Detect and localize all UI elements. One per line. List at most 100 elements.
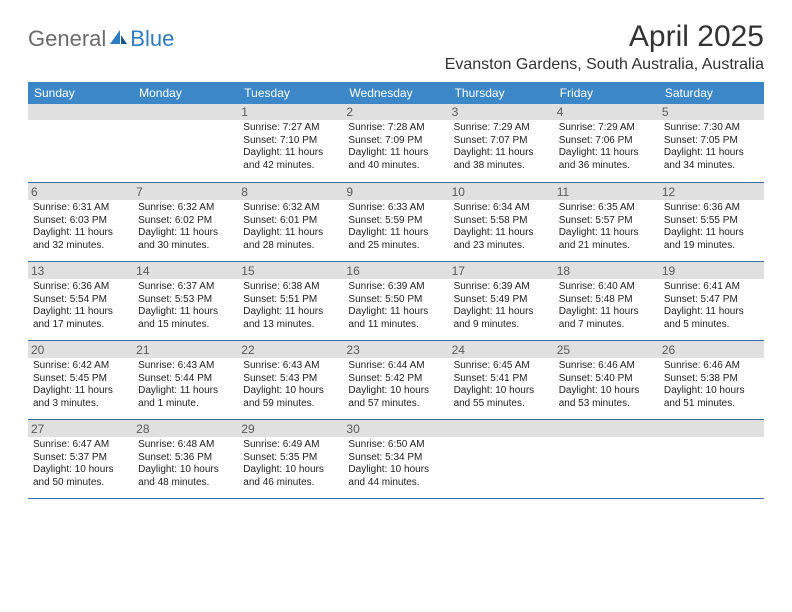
sunset-text: Sunset: 6:01 PM bbox=[243, 215, 338, 228]
sunset-text: Sunset: 5:58 PM bbox=[454, 215, 549, 228]
sunrise-text: Sunrise: 6:39 AM bbox=[454, 281, 549, 294]
daylight-text: Daylight: 10 hours and 57 minutes. bbox=[348, 385, 443, 410]
day-info: Sunrise: 6:33 AMSunset: 5:59 PMDaylight:… bbox=[348, 202, 443, 252]
day-number: 17 bbox=[449, 263, 554, 279]
day-info: Sunrise: 6:40 AMSunset: 5:48 PMDaylight:… bbox=[559, 281, 654, 331]
sunset-text: Sunset: 7:06 PM bbox=[559, 135, 654, 148]
day-number: 14 bbox=[133, 263, 238, 279]
day-cell: 3Sunrise: 7:29 AMSunset: 7:07 PMDaylight… bbox=[449, 104, 554, 182]
day-number: 29 bbox=[238, 421, 343, 437]
day-number: 16 bbox=[343, 263, 448, 279]
day-cell: 29Sunrise: 6:49 AMSunset: 5:35 PMDayligh… bbox=[238, 420, 343, 498]
day-cell: 1Sunrise: 7:27 AMSunset: 7:10 PMDaylight… bbox=[238, 104, 343, 182]
daylight-text: Daylight: 10 hours and 46 minutes. bbox=[243, 464, 338, 489]
sunrise-text: Sunrise: 6:35 AM bbox=[559, 202, 654, 215]
day-cell: 23Sunrise: 6:44 AMSunset: 5:42 PMDayligh… bbox=[343, 341, 448, 419]
daylight-text: Daylight: 11 hours and 34 minutes. bbox=[664, 147, 759, 172]
weeks-container: 1Sunrise: 7:27 AMSunset: 7:10 PMDaylight… bbox=[28, 104, 764, 499]
daylight-text: Daylight: 11 hours and 23 minutes. bbox=[454, 227, 549, 252]
sunrise-text: Sunrise: 6:37 AM bbox=[138, 281, 233, 294]
day-cell: 12Sunrise: 6:36 AMSunset: 5:55 PMDayligh… bbox=[659, 183, 764, 261]
sunset-text: Sunset: 7:09 PM bbox=[348, 135, 443, 148]
sunrise-text: Sunrise: 6:43 AM bbox=[243, 360, 338, 373]
day-number: 13 bbox=[28, 263, 133, 279]
day-cell bbox=[133, 104, 238, 182]
day-number: 3 bbox=[449, 104, 554, 120]
daylight-text: Daylight: 11 hours and 15 minutes. bbox=[138, 306, 233, 331]
day-cell bbox=[554, 420, 659, 498]
sunrise-text: Sunrise: 6:46 AM bbox=[559, 360, 654, 373]
sunrise-text: Sunrise: 6:32 AM bbox=[243, 202, 338, 215]
day-cell: 30Sunrise: 6:50 AMSunset: 5:34 PMDayligh… bbox=[343, 420, 448, 498]
day-header: Wednesday bbox=[343, 82, 448, 104]
day-info: Sunrise: 6:32 AMSunset: 6:01 PMDaylight:… bbox=[243, 202, 338, 252]
day-header: Monday bbox=[133, 82, 238, 104]
daylight-text: Daylight: 11 hours and 36 minutes. bbox=[559, 147, 654, 172]
header: General Blue April 2025 Evanston Gardens… bbox=[28, 20, 764, 74]
week-row: 13 Sunrise: 6:36 AMSunset: 5:54 PMDayligh… bbox=[28, 262, 764, 341]
day-number: 7 bbox=[133, 184, 238, 200]
daylight-text: Daylight: 11 hours and 1 minute. bbox=[138, 385, 233, 410]
sunset-text: Sunset: 6:03 PM bbox=[33, 215, 128, 228]
day-number: 2 bbox=[343, 104, 448, 120]
day-info: Sunrise: 6:36 AMSunset: 5:54 PMDaylight:… bbox=[33, 281, 128, 331]
sunrise-text: Sunrise: 6:48 AM bbox=[138, 439, 233, 452]
sunset-text: Sunset: 5:44 PM bbox=[138, 373, 233, 386]
day-number: 30 bbox=[343, 421, 448, 437]
day-number: 25 bbox=[554, 342, 659, 358]
day-header-row: SundayMondayTuesdayWednesdayThursdayFrid… bbox=[28, 82, 764, 104]
day-number: 24 bbox=[449, 342, 554, 358]
sunset-text: Sunset: 7:05 PM bbox=[664, 135, 759, 148]
title-block: April 2025 Evanston Gardens, South Austr… bbox=[445, 20, 764, 74]
daylight-text: Daylight: 11 hours and 38 minutes. bbox=[454, 147, 549, 172]
day-info: Sunrise: 7:28 AMSunset: 7:09 PMDaylight:… bbox=[348, 122, 443, 172]
day-cell: 2 Sunrise: 7:28 AMSunset: 7:09 PMDaylight… bbox=[343, 104, 448, 182]
sunrise-text: Sunrise: 7:28 AM bbox=[348, 122, 443, 135]
day-info: Sunrise: 6:47 AMSunset: 5:37 PMDaylight:… bbox=[33, 439, 128, 489]
sunrise-text: Sunrise: 6:47 AM bbox=[33, 439, 128, 452]
day-header: Friday bbox=[554, 82, 659, 104]
daylight-text: Daylight: 11 hours and 28 minutes. bbox=[243, 227, 338, 252]
day-number: 10 bbox=[449, 184, 554, 200]
sunset-text: Sunset: 5:47 PM bbox=[664, 294, 759, 307]
sunrise-text: Sunrise: 7:29 AM bbox=[454, 122, 549, 135]
day-number: 11 bbox=[554, 184, 659, 200]
day-header: Saturday bbox=[659, 82, 764, 104]
daylight-text: Daylight: 11 hours and 11 minutes. bbox=[348, 306, 443, 331]
sunrise-text: Sunrise: 6:50 AM bbox=[348, 439, 443, 452]
day-number bbox=[554, 421, 659, 437]
sunrise-text: Sunrise: 6:42 AM bbox=[33, 360, 128, 373]
sunrise-text: Sunrise: 6:44 AM bbox=[348, 360, 443, 373]
sunset-text: Sunset: 5:34 PM bbox=[348, 452, 443, 465]
daylight-text: Daylight: 11 hours and 17 minutes. bbox=[33, 306, 128, 331]
day-cell: 8 Sunrise: 6:32 AMSunset: 6:01 PMDaylight… bbox=[238, 183, 343, 261]
day-cell: 21Sunrise: 6:43 AMSunset: 5:44 PMDayligh… bbox=[133, 341, 238, 419]
logo-sail-icon bbox=[108, 27, 128, 52]
day-cell: 22Sunrise: 6:43 AMSunset: 5:43 PMDayligh… bbox=[238, 341, 343, 419]
day-info: Sunrise: 6:31 AMSunset: 6:03 PMDaylight:… bbox=[33, 202, 128, 252]
day-number: 12 bbox=[659, 184, 764, 200]
sunset-text: Sunset: 5:43 PM bbox=[243, 373, 338, 386]
day-cell bbox=[449, 420, 554, 498]
sunrise-text: Sunrise: 7:27 AM bbox=[243, 122, 338, 135]
sunset-text: Sunset: 5:37 PM bbox=[33, 452, 128, 465]
sunset-text: Sunset: 5:40 PM bbox=[559, 373, 654, 386]
day-cell: 13 Sunrise: 6:36 AMSunset: 5:54 PMDayligh… bbox=[28, 262, 133, 340]
daylight-text: Daylight: 11 hours and 3 minutes. bbox=[33, 385, 128, 410]
sunrise-text: Sunrise: 6:41 AM bbox=[664, 281, 759, 294]
day-info: Sunrise: 6:37 AMSunset: 5:53 PMDaylight:… bbox=[138, 281, 233, 331]
day-number: 8 bbox=[238, 184, 343, 200]
sunrise-text: Sunrise: 6:38 AM bbox=[243, 281, 338, 294]
day-info: Sunrise: 6:41 AMSunset: 5:47 PMDaylight:… bbox=[664, 281, 759, 331]
sunrise-text: Sunrise: 6:43 AM bbox=[138, 360, 233, 373]
daylight-text: Daylight: 11 hours and 21 minutes. bbox=[559, 227, 654, 252]
day-number bbox=[659, 421, 764, 437]
daylight-text: Daylight: 10 hours and 51 minutes. bbox=[664, 385, 759, 410]
day-cell: 11Sunrise: 6:35 AMSunset: 5:57 PMDayligh… bbox=[554, 183, 659, 261]
day-cell: 6Sunrise: 6:31 AMSunset: 6:03 PMDaylight… bbox=[28, 183, 133, 261]
week-row: 6Sunrise: 6:31 AMSunset: 6:03 PMDaylight… bbox=[28, 183, 764, 262]
day-number: 19 bbox=[659, 263, 764, 279]
logo-text-general: General bbox=[28, 26, 106, 52]
day-cell: 28Sunrise: 6:48 AMSunset: 5:36 PMDayligh… bbox=[133, 420, 238, 498]
day-number: 18 bbox=[554, 263, 659, 279]
